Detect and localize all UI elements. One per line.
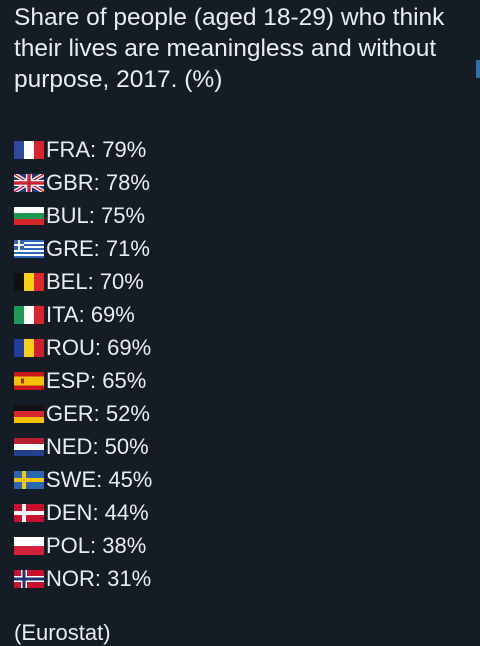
list-item: GRE: 71% (14, 232, 152, 265)
country-list: FRA: 79% GBR: 78% BUL: 75% (14, 133, 152, 595)
sweden-flag-icon (14, 470, 44, 489)
list-item: ROU: 69% (14, 331, 152, 364)
uk-flag-icon (14, 173, 44, 192)
list-item: GER: 52% (14, 397, 152, 430)
list-item: ESP: 65% (14, 364, 152, 397)
greece-flag-icon (14, 239, 44, 258)
list-item: BEL: 70% (14, 265, 152, 298)
country-label: BEL: 70% (46, 268, 144, 294)
list-item: ITA: 69% (14, 298, 152, 331)
source-note: (Eurostat) (14, 620, 111, 645)
list-item: BUL: 75% (14, 199, 152, 232)
bulgaria-flag-icon (14, 206, 44, 225)
spain-flag-icon (14, 371, 44, 390)
country-label: NOR: 31% (46, 565, 152, 591)
list-item: NED: 50% (14, 430, 152, 463)
list-item: FRA: 79% (14, 133, 152, 166)
italy-flag-icon (14, 305, 44, 324)
list-item: POL: 38% (14, 529, 152, 562)
scroll-indicator[interactable] (476, 60, 480, 78)
country-label: POL: 38% (46, 532, 147, 558)
country-label: ROU: 69% (46, 334, 152, 360)
germany-flag-icon (14, 404, 44, 423)
norway-flag-icon (14, 569, 44, 588)
country-label: BUL: 75% (46, 202, 146, 228)
list-item: SWE: 45% (14, 463, 152, 496)
romania-flag-icon (14, 338, 44, 357)
country-label: GBR: 78% (46, 169, 150, 195)
country-label: GRE: 71% (46, 235, 150, 261)
country-label: ITA: 69% (46, 301, 135, 327)
france-flag-icon (14, 140, 44, 159)
netherlands-flag-icon (14, 437, 44, 456)
denmark-flag-icon (14, 503, 44, 522)
belgium-flag-icon (14, 272, 44, 291)
country-label: DEN: 44% (46, 499, 149, 525)
country-label: GER: 52% (46, 400, 150, 426)
list-item: NOR: 31% (14, 562, 152, 595)
country-label: ESP: 65% (46, 367, 147, 393)
list-item: DEN: 44% (14, 496, 152, 529)
post-title: Share of people (aged 18-29) who think t… (14, 4, 445, 93)
list-item: GBR: 78% (14, 166, 152, 199)
country-label: SWE: 45% (46, 466, 153, 492)
poland-flag-icon (14, 536, 44, 555)
country-label: NED: 50% (46, 433, 149, 459)
country-label: FRA: 79% (46, 136, 147, 162)
